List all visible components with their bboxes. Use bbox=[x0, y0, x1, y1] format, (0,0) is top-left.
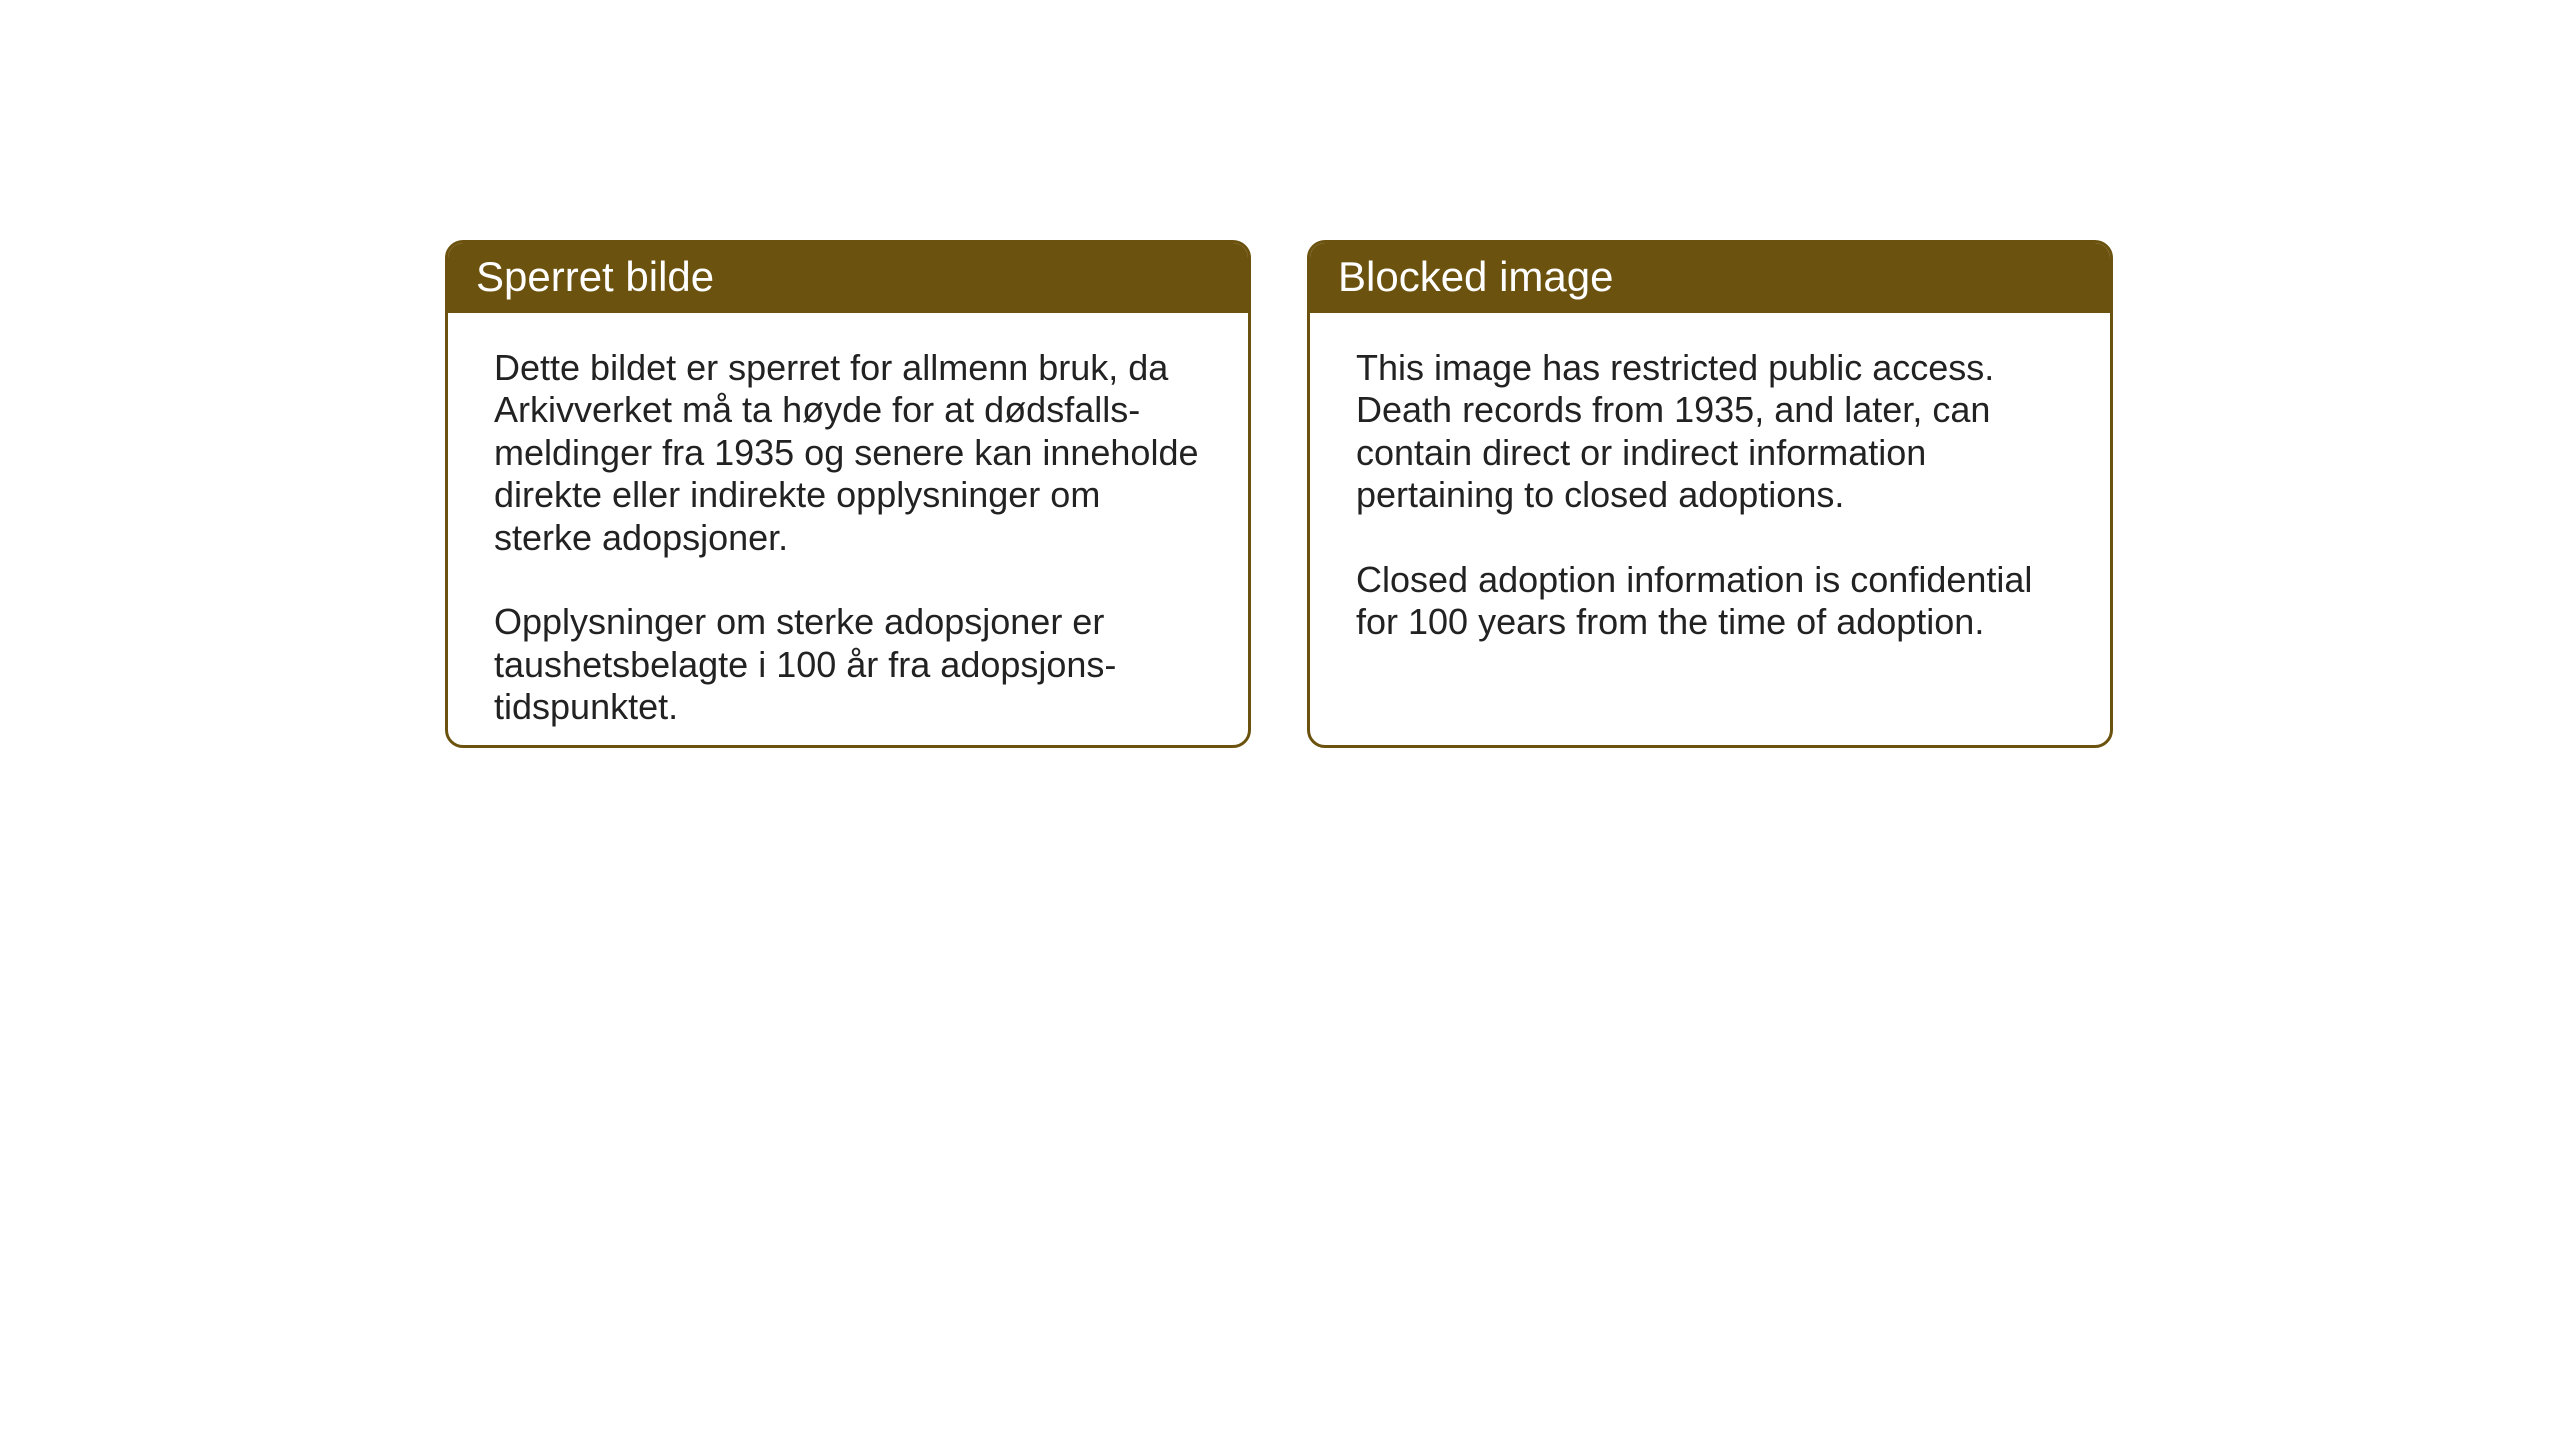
card-body-english: This image has restricted public access.… bbox=[1310, 313, 2110, 678]
cards-container: Sperret bilde Dette bildet er sperret fo… bbox=[445, 240, 2113, 748]
card-para2-english: Closed adoption information is confident… bbox=[1356, 559, 2064, 644]
card-para1-norwegian: Dette bildet er sperret for allmenn bruk… bbox=[494, 347, 1202, 559]
card-title-english: Blocked image bbox=[1338, 253, 1613, 300]
card-english: Blocked image This image has restricted … bbox=[1307, 240, 2113, 748]
card-para1-english: This image has restricted public access.… bbox=[1356, 347, 2064, 517]
card-para2-norwegian: Opplysninger om sterke adopsjoner er tau… bbox=[494, 601, 1202, 728]
card-header-norwegian: Sperret bilde bbox=[448, 243, 1248, 313]
card-norwegian: Sperret bilde Dette bildet er sperret fo… bbox=[445, 240, 1251, 748]
card-body-norwegian: Dette bildet er sperret for allmenn bruk… bbox=[448, 313, 1248, 748]
card-header-english: Blocked image bbox=[1310, 243, 2110, 313]
card-title-norwegian: Sperret bilde bbox=[476, 253, 714, 300]
